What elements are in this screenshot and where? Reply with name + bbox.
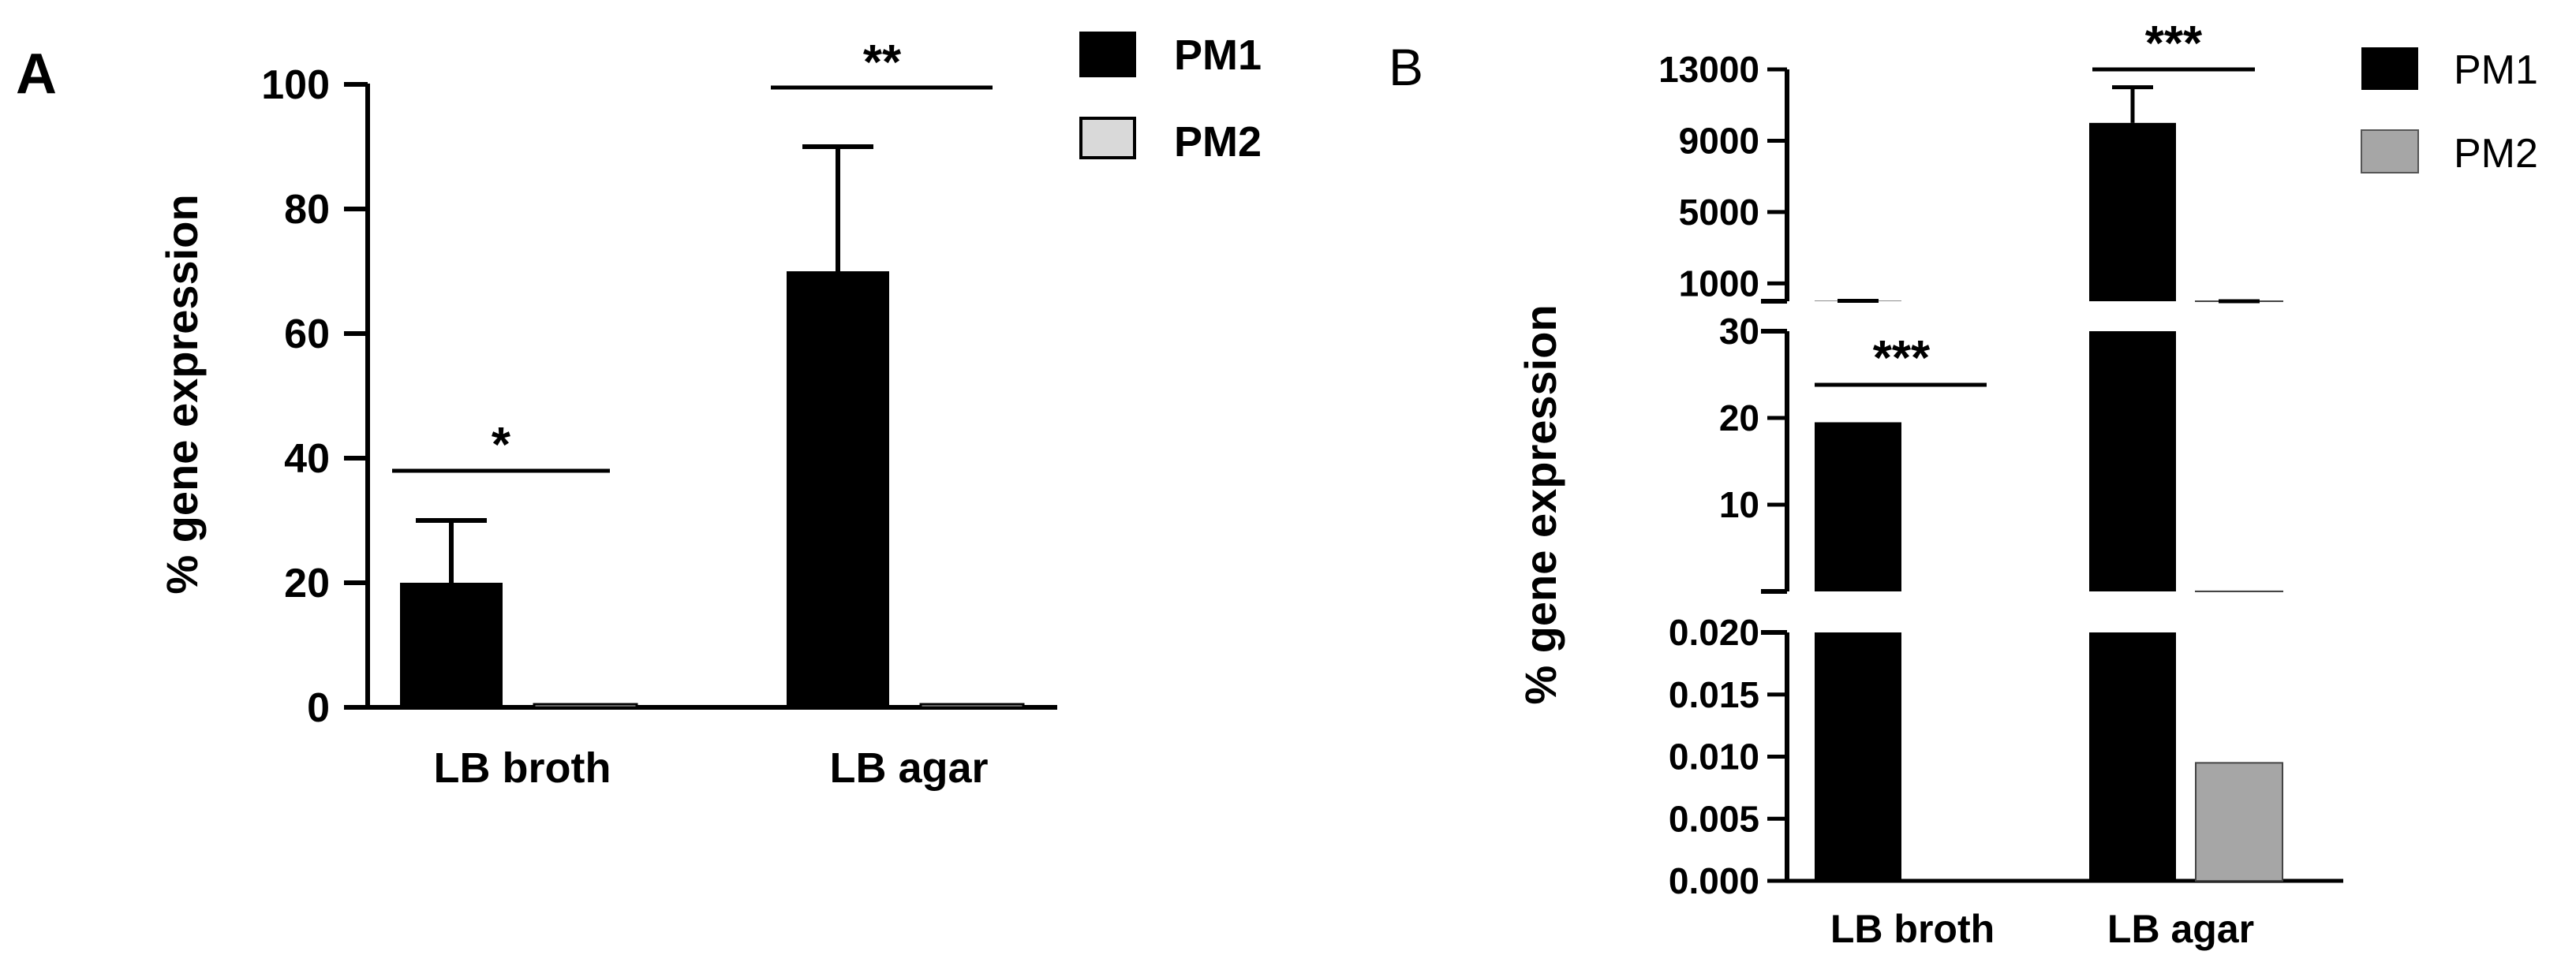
panel-b-x-label-lb-broth: LB broth [1830, 907, 1995, 951]
panel-b-legend: PM1 PM2 [2361, 47, 2538, 177]
panel-b-y-tick-label: 1000 [1679, 263, 1759, 304]
panel-a-y-tick-label: 60 [284, 311, 330, 357]
panel-a-letter: A [16, 43, 57, 106]
panel-b-y-axis: 0.000 0.005 0.010 0.015 0.020 10 20 30 1000 5000 9… [1658, 49, 1789, 901]
panel-b: B % gene expression 0.000 0.005 0.010 0.015… [1389, 17, 2538, 951]
panel-a: A % gene expression 0 20 40 60 80 100 LB brot… [16, 32, 1262, 792]
panel-a-sig-lb-agar: ** [771, 35, 993, 90]
panel-b-y-tick-label: 0.005 [1669, 798, 1759, 839]
panel-a-sig-lb-broth: * [392, 418, 610, 473]
panel-a-y-axis-label: % gene expression [157, 194, 207, 594]
panel-b-bar-pm1-lb-broth-segment-1 [1815, 422, 1901, 591]
panel-b-y-tick-label: 20 [1719, 397, 1759, 438]
panel-b-y-tick-label: 5000 [1679, 192, 1759, 233]
panel-b-sig-lb-agar: *** [2092, 17, 2255, 72]
panel-b-legend-swatch-pm2 [2361, 129, 2419, 173]
panel-b-sig-lb-broth: *** [1815, 331, 1987, 387]
panel-b-letter: B [1389, 38, 1423, 96]
panel-b-sig-text-lb-agar: *** [2145, 17, 2203, 71]
panel-a-bar-pm2-lb-broth [533, 703, 638, 709]
panel-b-y-tick-label: 0.000 [1669, 860, 1759, 901]
panel-a-legend-swatch-pm2 [1079, 117, 1136, 159]
panel-a-sig-text-lb-agar: ** [863, 35, 902, 90]
panel-a-legend: PM1 PM2 [1079, 32, 1262, 166]
panel-b-legend-label-pm2: PM2 [2454, 131, 2538, 177]
panel-a-x-label-lb-agar: LB agar [829, 744, 988, 792]
panel-a-y-ticks: 0 20 40 60 80 100 [261, 62, 368, 731]
panel-a-legend-label-pm1: PM1 [1174, 32, 1262, 79]
panel-a-sig-text-lb-broth: * [492, 418, 511, 472]
panel-a-y-tick-label: 0 [307, 685, 330, 731]
panel-b-bars [1815, 85, 2283, 882]
panel-a-bars [400, 144, 1025, 709]
panel-b-bar-pm1-lb-broth-segment-0 [1815, 632, 1901, 881]
panel-b-x-label-lb-agar: LB agar [2107, 907, 2254, 951]
panel-b-y-axis-label: % gene expression [1516, 304, 1565, 704]
panel-b-bar-pm2-lb-agar-segment-0 [2195, 762, 2283, 882]
panel-b-legend-swatch-pm1 [2361, 47, 2418, 90]
panel-a-y-tick-label: 20 [284, 561, 330, 606]
panel-b-y-tick-label: 0.015 [1669, 674, 1759, 715]
panel-b-y-tick-label: 0.020 [1669, 612, 1759, 653]
panel-b-bar-pm1-lb-agar-segment-1 [2089, 331, 2176, 591]
panel-a-x-label-lb-broth: LB broth [434, 744, 611, 792]
panel-b-bar-pm1-lb-agar-segment-2 [2089, 122, 2176, 301]
panel-a-bar-pm2-lb-agar [919, 703, 1025, 709]
panel-b-legend-label-pm1: PM1 [2454, 47, 2538, 93]
panel-b-y-tick-label: 30 [1719, 311, 1759, 352]
panel-a-legend-label-pm2: PM2 [1174, 118, 1262, 166]
panel-b-y-tick-label: 13000 [1658, 49, 1759, 90]
panel-a-bar-pm1-lb-agar [787, 271, 889, 707]
panel-a-y-axis: 0 20 40 60 80 100 [261, 62, 370, 731]
panel-a-legend-swatch-pm1 [1079, 32, 1136, 77]
panel-a-y-tick-label: 40 [284, 436, 330, 482]
panel-b-y-tick-label: 9000 [1679, 120, 1759, 161]
panel-a-y-tick-label: 100 [261, 62, 330, 108]
panel-a-bar-pm1-lb-broth [400, 583, 503, 707]
panel-a-y-tick-label: 80 [284, 187, 330, 233]
panel-b-y-tick-label: 10 [1719, 484, 1759, 525]
panel-b-bar-pm1-lb-agar-segment-0 [2089, 632, 2176, 881]
panel-b-sig-text-lb-broth: *** [1873, 331, 1931, 386]
panel-b-y-ticks: 0.000 0.005 0.010 0.015 0.020 10 20 30 1000 5000 9… [1658, 49, 1787, 901]
panel-b-y-tick-label: 0.010 [1669, 737, 1759, 778]
